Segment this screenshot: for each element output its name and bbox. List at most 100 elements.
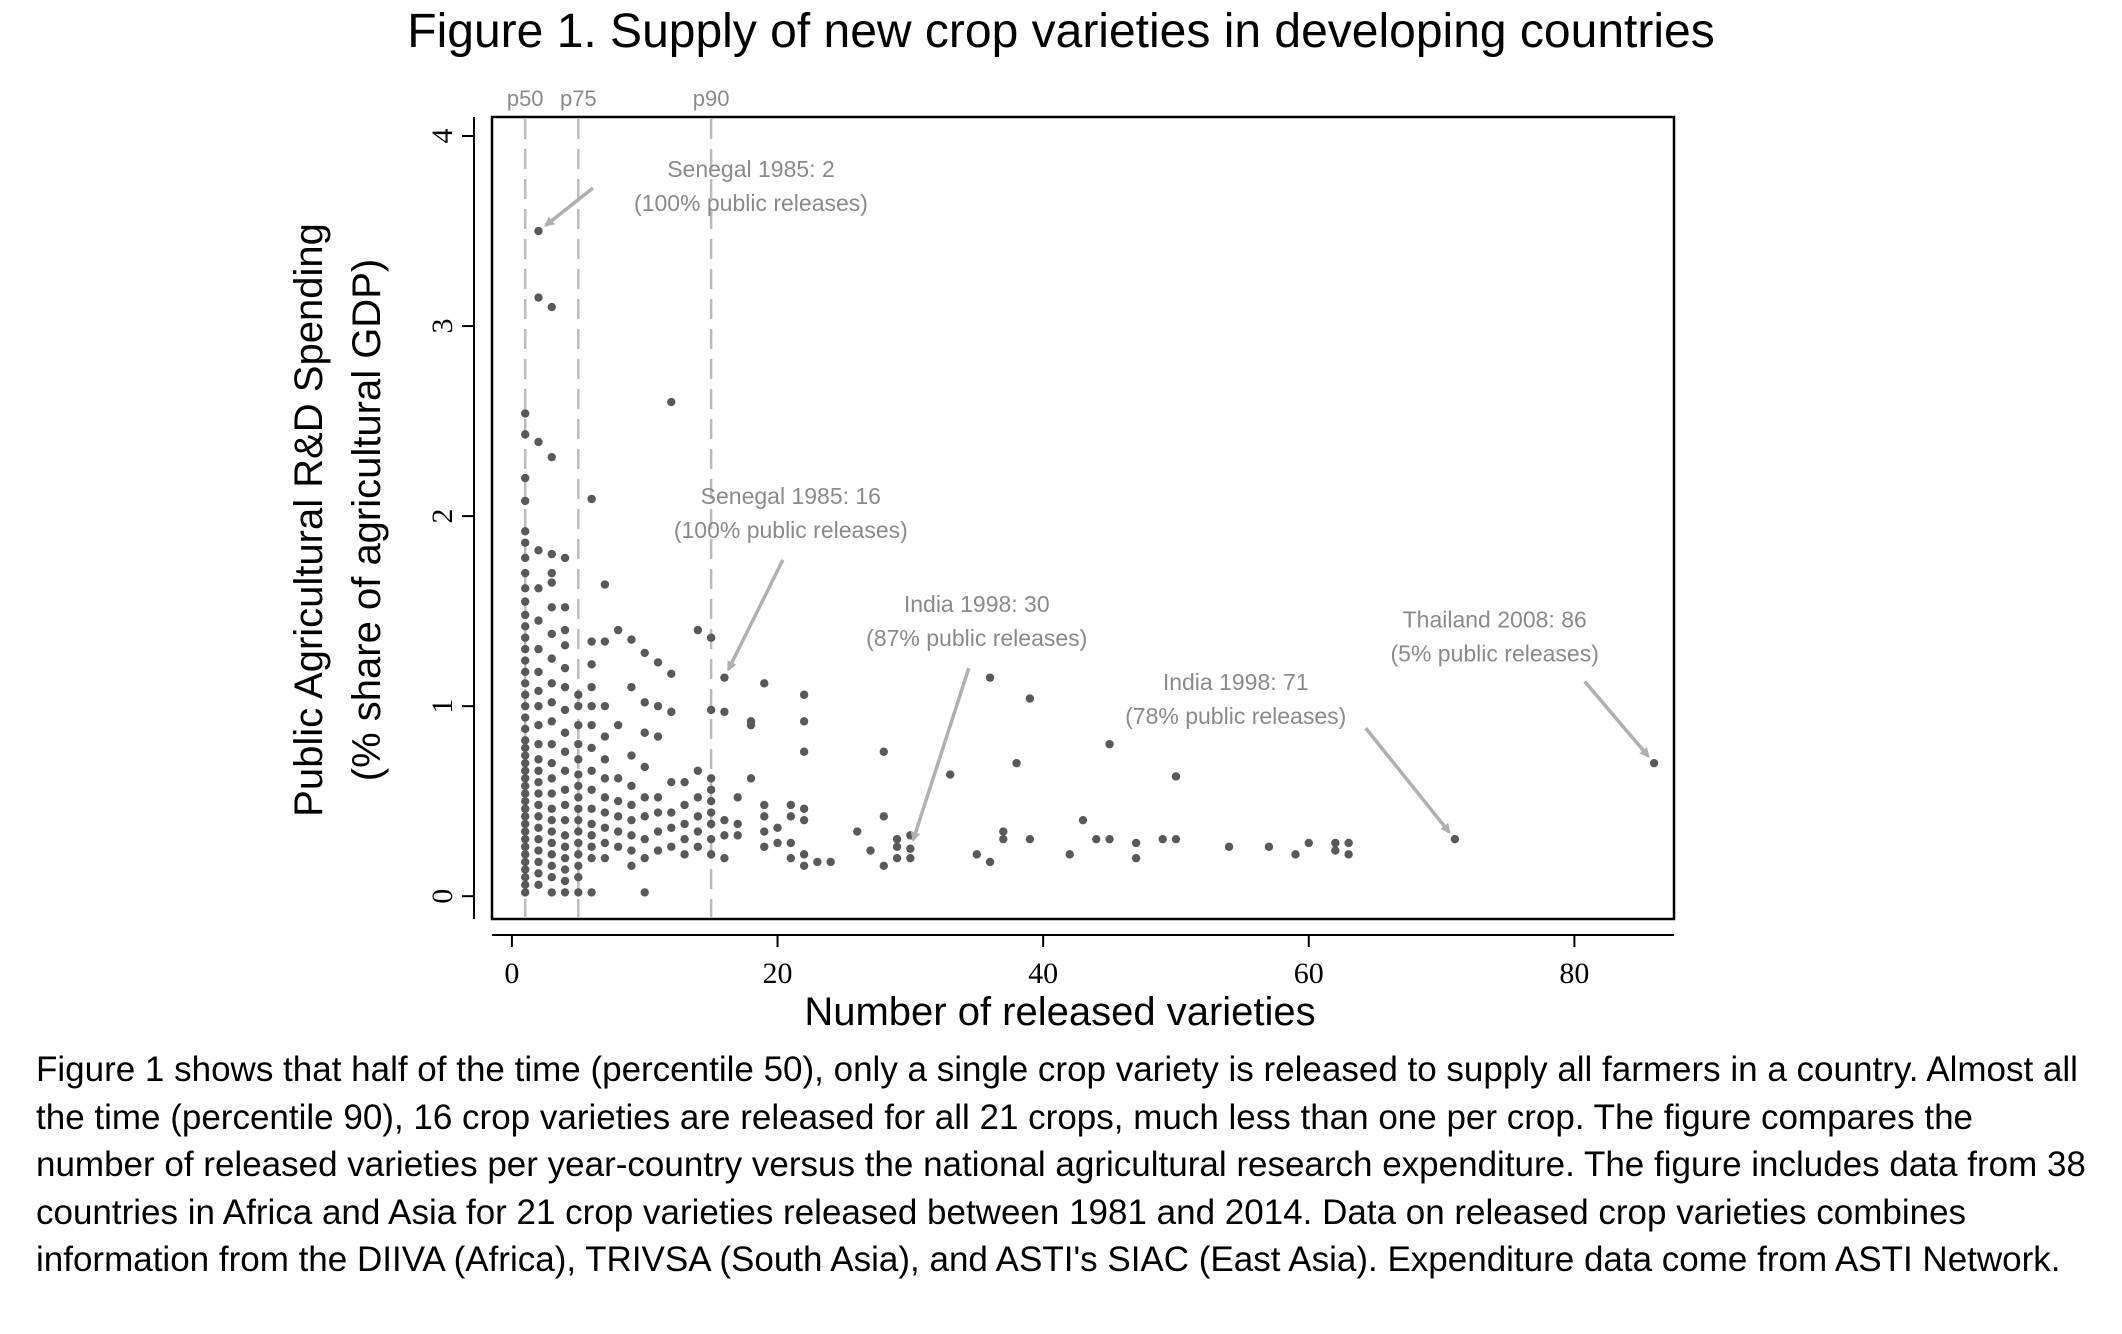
annotation-arrow: [910, 667, 971, 843]
data-point: [879, 812, 888, 821]
data-point: [534, 800, 543, 810]
data-point: [1025, 834, 1035, 844]
y-tick-label: 3: [426, 319, 459, 334]
data-point: [613, 827, 623, 836]
data-point: [534, 584, 543, 593]
data-point: [1105, 739, 1114, 749]
data-point: [720, 707, 729, 717]
data-point: [999, 827, 1008, 836]
data-point: [693, 842, 703, 851]
data-point: [547, 578, 556, 587]
data-point: [547, 698, 556, 707]
x-tick-label: 80: [1559, 957, 1589, 990]
data-point: [906, 844, 915, 853]
data-point: [521, 622, 530, 631]
data-point: [1025, 694, 1035, 703]
annotation-line1: India 1998: 30: [904, 591, 1050, 617]
data-point: [733, 819, 742, 829]
annotation-line2: (78% public releases): [1125, 703, 1346, 729]
data-point: [547, 679, 556, 688]
data-point: [521, 610, 530, 620]
data-point: [1065, 850, 1074, 859]
data-point: [587, 804, 596, 813]
data-point: [587, 494, 596, 504]
data-point: [760, 679, 769, 688]
data-point: [521, 857, 530, 867]
data-point: [945, 770, 955, 779]
data-point: [521, 888, 530, 897]
data-point: [667, 669, 676, 679]
data-point: [853, 827, 862, 836]
data-point: [613, 625, 623, 635]
data-point: [587, 720, 596, 730]
data-point: [613, 842, 623, 851]
plot-frame: [490, 115, 1676, 921]
data-point: [521, 553, 530, 563]
data-point: [521, 568, 530, 578]
data-point: [574, 815, 583, 825]
data-point: [600, 853, 610, 863]
data-point: [627, 831, 636, 840]
data-point: [1331, 846, 1340, 855]
x-tick-label: 60: [1294, 957, 1324, 990]
annotation: Senegal 1985: 2 (100% public releases): [543, 156, 868, 227]
data-point: [879, 747, 888, 756]
data-point: [547, 838, 556, 848]
data-point: [799, 717, 809, 726]
data-point: [760, 827, 769, 836]
data-point: [1291, 850, 1300, 859]
data-point: [521, 766, 530, 775]
data-point: [587, 888, 596, 897]
data-point: [653, 846, 663, 855]
data-point: [560, 663, 570, 673]
data-point: [720, 853, 729, 863]
data-point: [521, 796, 530, 806]
data-point: [560, 888, 570, 897]
x-axis-label: Number of released varieties: [804, 990, 1315, 1034]
figure-caption: Figure 1 shows that half of the time (pe…: [36, 1050, 2086, 1279]
data-point: [826, 857, 835, 867]
data-point: [760, 812, 769, 821]
data-point: [693, 766, 703, 775]
y-axis-label-line2: (% share of agricultural GDP): [345, 259, 389, 781]
annotation-arrow: [1583, 680, 1650, 758]
data-point: [587, 842, 596, 851]
data-point: [547, 888, 556, 897]
data-point: [627, 751, 636, 760]
data-point: [521, 880, 530, 889]
data-point: [547, 815, 556, 825]
data-point: [560, 705, 570, 715]
data-point: [813, 857, 822, 867]
data-point: [547, 872, 556, 882]
data-point: [799, 815, 809, 825]
data-point: [640, 793, 649, 802]
data-point: [534, 667, 543, 677]
data-point: [693, 812, 703, 821]
data-point: [521, 538, 530, 547]
data-point: [521, 789, 530, 798]
data-point: [720, 673, 729, 682]
data-point: [574, 770, 583, 779]
y-axis-label-line1: Public Agricultural R&D Spending: [287, 223, 331, 817]
data-point: [534, 293, 543, 302]
data-point: [547, 568, 556, 578]
data-point: [640, 762, 649, 772]
data-point: [680, 800, 689, 810]
data-point: [521, 473, 530, 483]
data-point: [720, 815, 729, 825]
data-point: [706, 796, 716, 806]
data-point: [574, 861, 583, 870]
data-point: [799, 850, 809, 859]
data-point: [547, 452, 556, 462]
data-point: [534, 834, 543, 844]
data-point: [1171, 834, 1181, 844]
data-point: [786, 800, 796, 810]
data-point: [521, 834, 530, 844]
data-point: [972, 850, 981, 859]
annotation-line2: (100% public releases): [634, 190, 868, 216]
x-tick-label: 0: [504, 957, 519, 990]
data-point: [547, 739, 556, 749]
data-point: [534, 846, 543, 855]
data-point: [574, 838, 583, 848]
data-point: [560, 865, 570, 874]
